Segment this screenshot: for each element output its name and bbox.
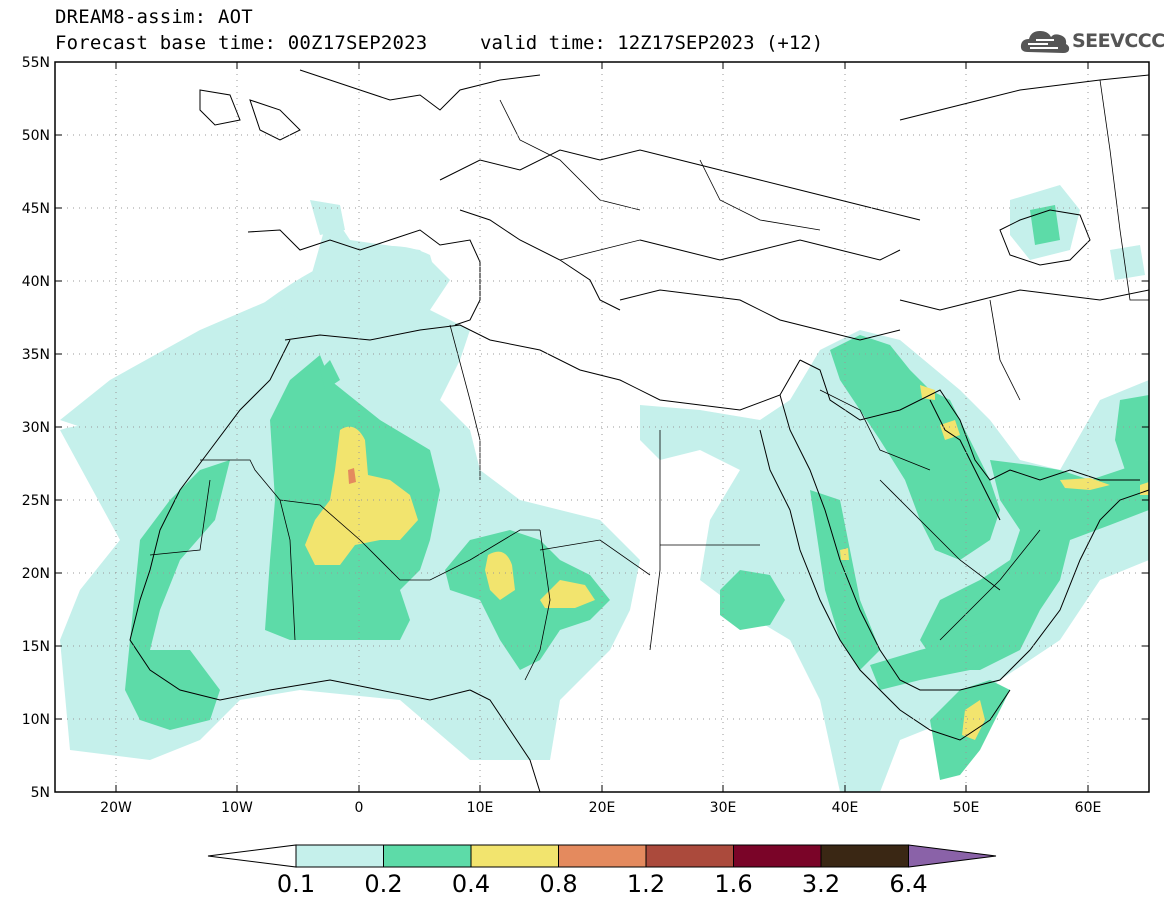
lon-label: 60E [1075,800,1102,816]
colorbar-segment [733,844,822,868]
borders [149,79,1149,681]
colorbar [207,844,997,868]
lat-label: 35N [22,347,50,363]
colorbar-segment [470,844,559,868]
colorbar-label: 0.4 [451,870,491,898]
colorbar-label: 3.2 [801,870,841,898]
colorbar-label: 0.2 [364,870,403,898]
logo-text: SEEVCCC [1072,30,1165,52]
lat-label: 45N [22,201,50,217]
lon-labels: 20W 10W 0 10E 20E 30E 40E 50E 60E [100,800,1101,816]
lat-label: 50N [22,128,50,144]
lon-label: 30E [710,800,737,816]
lon-label: 10E [467,800,494,816]
lat-label: 5N [31,785,50,801]
lon-label: 20W [100,800,132,816]
lat-label: 30N [22,420,50,436]
colorbar-label: 6.4 [889,870,928,898]
forecast-base-time: Forecast base time: 00Z17SEP2023 [55,32,428,54]
colorbar-segment [908,844,997,868]
colorbar-segment [295,844,384,868]
lon-label: 0 [355,800,364,816]
lat-label: 20N [22,566,50,582]
lat-labels: 55N 50N 45N 40N 35N 30N 25N 20N 15N 10N … [22,55,50,801]
cloud-icon [1020,31,1070,53]
colorbar-segment [820,844,909,868]
colorbar-label: 0.8 [539,870,578,898]
lon-label: 40E [832,800,859,816]
aot-fields [60,185,1149,792]
lat-label: 55N [22,55,50,71]
axis-ticks [55,61,1149,792]
colorbar-labels: 0.1 0.2 0.4 0.8 1.2 1.6 3.2 6.4 [0,870,1165,900]
lat-label: 15N [22,639,50,655]
lat-label: 25N [22,493,50,509]
aot-0.4-0.8 [305,385,1149,740]
lon-label: 50E [953,800,980,816]
lon-label: 10W [221,800,253,816]
coastlines [129,69,1149,792]
colorbar-label: 1.6 [714,870,753,898]
lat-label: 40N [22,274,50,290]
colorbar-label: 1.2 [626,870,666,898]
seevccc-logo: SEEVCCC [1018,24,1165,60]
colorbar-segment [645,844,734,868]
lat-label: 10N [22,712,50,728]
map-title: DREAM8-assim: AOT [55,6,253,28]
gridlines [55,62,1149,792]
valid-time: valid time: 12Z17SEP2023 (+12) [480,32,824,54]
colorbar-segment [558,844,647,868]
aot-0.8-1.2 [348,468,356,484]
colorbar-segment [207,844,297,868]
lon-label: 20E [589,800,616,816]
colorbar-segment [383,844,472,868]
colorbar-label: 0.1 [276,870,316,898]
